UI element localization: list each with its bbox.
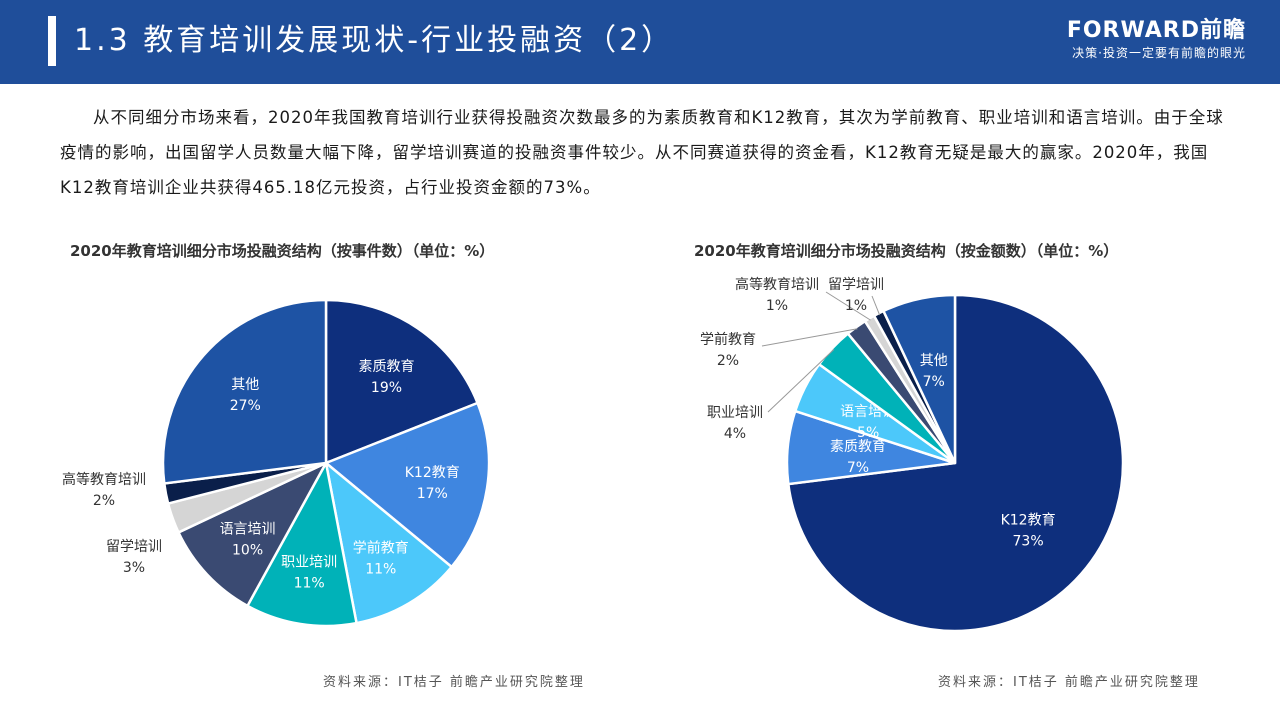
slice-label-2: 学前教育 [353,540,409,557]
slice-value-0: 19% [371,380,402,396]
slice-value-6: 1% [845,298,867,314]
slice-label-4: 语言培训 [220,522,276,538]
left-chart-title: 2020年教育培训细分市场投融资结构（按事件数）（单位：%） [70,242,495,260]
slice-label-5: 高等教育培训 [735,276,819,293]
pie-slice-7 [881,293,957,464]
intro-paragraph: 从不同细分市场来看，2020年我国教育培训行业获得投融资次数最多的为素质教育和K… [60,108,1224,197]
pie-slice-1 [323,401,491,569]
slice-label-0: K12教育 [1001,512,1056,528]
leader-line-3 [767,349,835,413]
right-chart-title: 2020年教育培训细分市场投融资结构（按金额数）（单位：%） [694,242,1119,260]
slice-value-2: 11% [365,562,396,578]
brand-logo: FORWARD前瞻 决策·投资一定要有前瞻的眼光 [1067,18,1246,62]
slice-label-6: 留学培训 [828,277,884,293]
slice-label-3: 职业培训 [281,554,337,570]
brand-name: FORWARD前瞻 [1066,18,1246,43]
slice-label-7: 其他 [231,377,259,393]
slice-value-3: 4% [724,426,746,442]
right-source-note: 资料来源：IT桔子 前瞻产业研究院整理 [938,675,1200,690]
pie-slice-3 [245,459,359,628]
slice-label-1: 素质教育 [830,439,886,455]
title-accent-bar [48,16,56,66]
slice-value-2: 5% [857,425,879,441]
pie-slice-2 [324,459,454,625]
slide-header: 1.3 教育培训发展现状-行业投融资（2） FORWARD前瞻 决策·投资一定要… [0,0,1280,84]
slice-value-1: 17% [417,486,448,502]
slice-label-3: 职业培训 [707,405,763,421]
pie-slice-0 [324,298,480,465]
slice-label-5: 留学培训 [106,539,162,555]
slice-value-7: 7% [923,374,945,390]
leader-line-5 [825,291,871,321]
slice-value-4: 2% [717,353,739,369]
slice-value-6: 2% [93,493,115,509]
leader-line-4 [761,328,858,347]
slice-label-0: 素质教育 [358,359,414,375]
slice-value-0: 73% [1013,533,1044,549]
slice-value-5: 1% [766,298,788,314]
slice-label-6: 高等教育培训 [62,471,146,488]
slice-label-1: K12教育 [405,465,460,481]
brand-slogan: 决策·投资一定要有前瞻的眼光 [1072,46,1246,60]
left-source-note: 资料来源：IT桔子 前瞻产业研究院整理 [323,675,585,690]
pie-slice-7 [161,298,328,485]
slice-value-5: 3% [123,560,145,576]
left-pie-chart: 素质教育 19% K12教育 17% 学前教育 11% 职业培训 11% 语言培训 10% 留学培训… [62,298,491,628]
pie-slice-4 [176,460,329,608]
leader-line-6 [871,295,881,316]
slice-label-7: 其他 [920,353,948,369]
slice-value-3: 11% [294,575,325,591]
right-pie-chart: K12教育73%素质教育7%语言培训5%职业培训4%学前教育2%高等教育培训1%… [700,276,1125,633]
slice-value-7: 27% [230,398,261,414]
slice-value-4: 10% [232,543,263,559]
slice-label-4: 学前教育 [700,331,756,348]
slide-title: 1.3 教育培训发展现状-行业投融资（2） [74,23,675,58]
slice-value-1: 7% [847,460,869,476]
